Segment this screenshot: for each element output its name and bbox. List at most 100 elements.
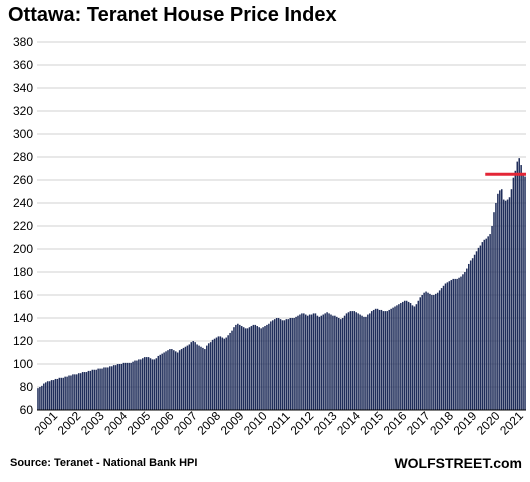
- x-tick-2010: 2010: [241, 409, 270, 438]
- bar-210: [444, 283, 447, 410]
- x-tick-2001: 2001: [31, 409, 60, 438]
- bar-176: [378, 309, 381, 410]
- bar-194: [413, 306, 416, 410]
- bar-86: [204, 349, 206, 410]
- bar-98: [227, 335, 229, 410]
- bar-126: [281, 320, 284, 410]
- x-tick-2020: 2020: [474, 409, 503, 438]
- bar-128: [285, 319, 288, 410]
- bar-213: [450, 280, 453, 410]
- bar-191: [407, 301, 410, 410]
- bar-184: [394, 306, 396, 410]
- bar-215: [454, 278, 456, 410]
- bar-228: [479, 245, 482, 410]
- bar-237: [497, 193, 499, 410]
- bar-189: [403, 300, 406, 410]
- bar-1: [39, 387, 41, 410]
- bar-223: [469, 260, 472, 410]
- bar-217: [458, 277, 460, 410]
- bar-149: [326, 312, 328, 410]
- bar-247: [516, 161, 519, 410]
- bar-226: [475, 251, 478, 410]
- x-tick-2013: 2013: [311, 409, 340, 438]
- bar-94: [219, 336, 222, 410]
- bar-20: [76, 374, 78, 410]
- bar-84: [200, 346, 202, 410]
- bar-154: [336, 316, 338, 410]
- bar-28: [91, 369, 94, 410]
- bar-51: [136, 360, 138, 410]
- bar-91: [213, 338, 216, 410]
- bar-229: [481, 242, 484, 410]
- y-tick-360: 360: [13, 58, 33, 72]
- bar-147: [322, 314, 324, 410]
- bar-102: [235, 324, 237, 410]
- y-tick-120: 120: [13, 334, 33, 348]
- y-tick-200: 200: [13, 242, 33, 256]
- bar-249: [520, 165, 522, 410]
- x-tick-2003: 2003: [78, 409, 107, 438]
- bar-207: [438, 290, 441, 410]
- bar-57: [147, 357, 150, 410]
- bar-6: [48, 381, 51, 410]
- bar-97: [225, 337, 227, 410]
- bar-190: [405, 300, 408, 410]
- x-tick-2014: 2014: [334, 409, 363, 438]
- bar-23: [81, 372, 84, 410]
- bar-80: [192, 341, 194, 410]
- bar-85: [202, 347, 204, 410]
- bar-163: [353, 311, 356, 410]
- bar-99: [229, 332, 231, 410]
- bar-168: [363, 316, 365, 410]
- bar-137: [303, 313, 305, 410]
- x-tick-2017: 2017: [404, 409, 433, 438]
- y-tick-80: 80: [20, 380, 34, 394]
- bar-134: [297, 315, 299, 410]
- bar-8: [52, 380, 55, 410]
- bar-146: [320, 315, 323, 410]
- bar-108: [246, 328, 249, 410]
- bar-151: [330, 314, 332, 410]
- bar-224: [471, 258, 474, 410]
- bar-157: [341, 318, 344, 410]
- bar-40: [114, 365, 117, 410]
- bar-13: [62, 377, 64, 410]
- bar-152: [332, 315, 334, 410]
- bar-193: [411, 305, 414, 410]
- bar-196: [417, 300, 420, 410]
- bar-101: [233, 327, 235, 410]
- bar-7: [50, 380, 53, 410]
- bar-69: [171, 349, 173, 410]
- bar-167: [361, 315, 363, 410]
- bar-175: [376, 308, 379, 410]
- x-tick-2009: 2009: [218, 409, 247, 438]
- bar-109: [248, 327, 251, 410]
- bar-115: [260, 328, 262, 410]
- bar-70: [173, 350, 175, 410]
- x-tick-2011: 2011: [265, 409, 293, 437]
- bar-67: [167, 350, 169, 410]
- y-tick-60: 60: [20, 403, 34, 417]
- bar-178: [382, 311, 385, 410]
- bar-145: [318, 316, 321, 410]
- bar-32: [99, 368, 101, 410]
- bar-123: [275, 318, 278, 410]
- bar-251: [524, 176, 526, 410]
- bar-72: [176, 352, 179, 410]
- bar-107: [244, 328, 247, 410]
- x-tick-2007: 2007: [171, 409, 200, 438]
- bar-170: [367, 314, 369, 410]
- bar-74: [180, 349, 183, 410]
- bar-164: [355, 312, 357, 410]
- bar-76: [184, 346, 187, 410]
- bar-143: [314, 313, 317, 410]
- bar-206: [436, 292, 439, 410]
- y-tick-280: 280: [13, 150, 33, 164]
- bar-159: [345, 313, 348, 410]
- bar-59: [151, 359, 154, 410]
- bar-46: [126, 362, 128, 410]
- bar-148: [324, 313, 326, 410]
- bar-200: [425, 291, 427, 410]
- bar-82: [196, 344, 198, 410]
- bar-45: [124, 362, 127, 410]
